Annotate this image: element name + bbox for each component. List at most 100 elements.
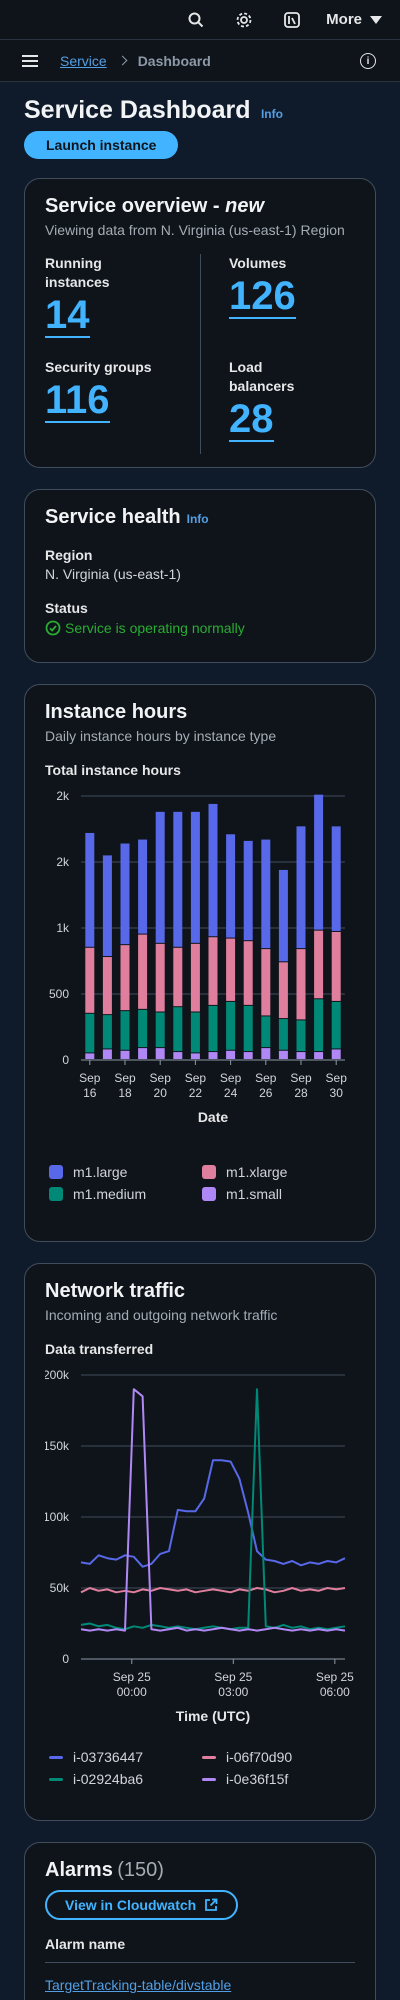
view-in-cloudwatch-button[interactable]: View in Cloudwatch <box>45 1890 239 1920</box>
instance-hours-card: Instance hours Daily instance hours by i… <box>24 684 376 1242</box>
more-menu-button[interactable]: More <box>326 11 382 28</box>
x-tick-label: Sep <box>150 1071 172 1085</box>
y-tick-label: 1k <box>56 921 70 935</box>
legend-item-m1-small[interactable]: m1.small <box>202 1186 355 1202</box>
legend-item-i-03736447[interactable]: i-03736447 <box>49 1749 202 1765</box>
bar-segment-m1-xlarge <box>243 941 253 1005</box>
legend-item-i-0e36f15f[interactable]: i-0e36f15f <box>202 1771 355 1787</box>
bar-segment-m1-xlarge <box>226 938 236 1001</box>
search-icon[interactable] <box>172 0 220 40</box>
metrics-grid: Running instances 14 Volumes 126 Securit… <box>45 254 355 454</box>
legend-swatch <box>49 1187 63 1201</box>
bar-segment-m1-medium <box>226 1001 236 1050</box>
bar-segment-m1-large <box>331 826 341 931</box>
status-indicator: Service is operating normally <box>45 620 355 636</box>
bar-segment-m1-xlarge <box>261 949 271 1016</box>
bar-segment-m1-medium <box>331 1001 341 1049</box>
x-tick-label: 03:00 <box>218 1685 248 1699</box>
instance-hours-description: Daily instance hours by instance type <box>45 728 277 744</box>
bar-segment-m1-xlarge <box>102 957 112 1015</box>
alarms-card: Alarms (150) View in Cloudwatch Alarm na… <box>24 1842 376 2000</box>
bar-segment-m1-xlarge <box>85 947 95 1013</box>
metric-load-balancers: Load balancers 28 <box>200 349 355 454</box>
bar-segment-m1-xlarge <box>296 949 306 1020</box>
metric-label: Load balancers <box>229 358 295 394</box>
notifications-icon[interactable] <box>268 0 316 40</box>
bar-segment-m1-xlarge <box>208 937 218 1005</box>
metric-value-link[interactable]: 126 <box>229 273 296 319</box>
network-chart-title: Data transferred <box>45 1341 154 1357</box>
series-line-i-03736447 <box>80 1459 346 1568</box>
bar-segment-m1-small <box>278 1050 288 1059</box>
x-tick-label: 30 <box>330 1086 344 1100</box>
metric-value-link[interactable]: 14 <box>45 292 90 338</box>
health-info-link[interactable]: Info <box>186 512 209 526</box>
bar-segment-m1-large <box>226 834 236 938</box>
legend-swatch <box>202 1165 216 1179</box>
x-tick-label: 20 <box>154 1086 168 1100</box>
x-tick-label: Sep <box>114 1071 136 1085</box>
region-value: N. Virginia (us-east-1) <box>45 566 181 582</box>
check-circle-icon <box>45 620 61 636</box>
bar-segment-m1-small <box>314 1052 324 1059</box>
page-info-link[interactable]: Info <box>260 107 283 121</box>
y-tick-label: 100k <box>45 1510 70 1524</box>
bar-segment-m1-xlarge <box>173 947 183 1007</box>
x-axis-title: Date <box>198 1109 229 1125</box>
bar-segment-m1-large <box>173 811 183 947</box>
bar-segment-m1-large <box>138 839 148 934</box>
metric-value-link[interactable]: 116 <box>45 377 110 423</box>
legend-item-i-06f70d90[interactable]: i-06f70d90 <box>202 1749 355 1765</box>
info-icon[interactable]: i <box>360 53 376 69</box>
alarms-count: (150) <box>117 1859 164 1881</box>
alarms-column-header[interactable]: Alarm name <box>45 1936 355 1963</box>
x-tick-label: 00:00 <box>117 1685 147 1699</box>
metric-label: Security groups <box>45 358 152 375</box>
health-title: Service health <box>45 506 181 528</box>
bar-segment-m1-medium <box>278 1019 288 1050</box>
instance-hours-chart-title: Total instance hours <box>45 762 181 778</box>
launch-instance-button[interactable]: Launch instance <box>24 131 179 159</box>
alarm-name-link[interactable]: TargetTracking-table/divstable <box>45 1977 232 1993</box>
x-tick-label: 28 <box>294 1086 308 1100</box>
x-tick-label: 16 <box>83 1086 97 1100</box>
legend-item-m1-large[interactable]: m1.large <box>49 1164 202 1180</box>
chevron-right-icon <box>117 55 128 66</box>
series-line-i-06f70d90 <box>80 1587 346 1594</box>
legend-item-i-02924ba6[interactable]: i-02924ba6 <box>49 1771 202 1787</box>
status-label: Status <box>45 600 88 616</box>
bar-segment-m1-large <box>278 869 288 962</box>
bar-segment-m1-medium <box>261 1016 271 1048</box>
bar-segment-m1-xlarge <box>314 930 324 999</box>
bar-segment-m1-large <box>261 839 271 949</box>
legend-line <box>49 1777 63 1781</box>
x-tick-label: Sep 25 <box>113 1670 151 1684</box>
bar-segment-m1-large <box>85 832 95 947</box>
legend-swatch <box>49 1165 63 1179</box>
x-tick-label: Sep 25 <box>214 1670 252 1684</box>
bar-segment-m1-medium <box>296 1020 306 1052</box>
bar-segment-m1-medium <box>173 1007 183 1052</box>
metric-value-link[interactable]: 28 <box>229 396 274 442</box>
bar-segment-m1-small <box>208 1052 218 1059</box>
region-label: Region <box>45 547 93 563</box>
x-tick-label: 18 <box>118 1086 132 1100</box>
instance-hours-legend: m1.large m1.xlarge m1.medium m1.small <box>45 1164 355 1202</box>
breadcrumb-current: Dashboard <box>137 52 211 69</box>
legend-item-m1-medium[interactable]: m1.medium <box>49 1186 202 1202</box>
legend-line <box>49 1755 63 1759</box>
bar-segment-m1-medium <box>155 1012 165 1048</box>
metric-running-instances: Running instances 14 <box>45 254 200 350</box>
bar-segment-m1-small <box>243 1052 253 1059</box>
legend-line <box>202 1777 216 1781</box>
overview-title-new: new <box>225 195 265 217</box>
service-overview-card: Service overview - new Viewing data from… <box>24 178 376 468</box>
overview-title: Service overview - new <box>45 195 265 217</box>
instance-hours-title: Instance hours <box>45 701 188 723</box>
legend-item-m1-xlarge[interactable]: m1.xlarge <box>202 1164 355 1180</box>
breadcrumb-service-link[interactable]: Service <box>60 52 107 69</box>
bar-segment-m1-large <box>208 803 218 937</box>
bar-segment-m1-small <box>190 1053 200 1059</box>
gear-icon[interactable] <box>220 0 268 40</box>
menu-icon[interactable] <box>22 54 38 67</box>
